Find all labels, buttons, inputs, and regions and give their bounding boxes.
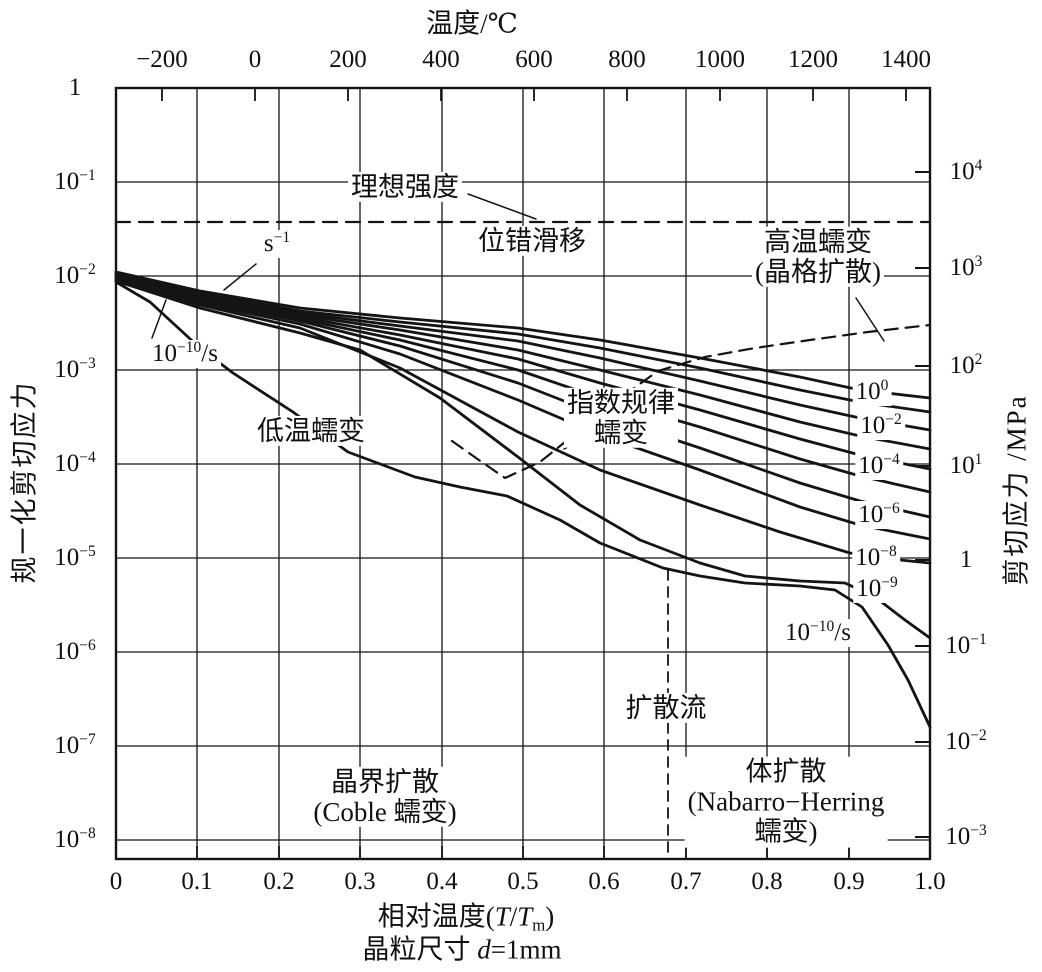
bottom-tick-label: 0.8 (751, 868, 783, 895)
contour-label: 10−6 (855, 500, 903, 529)
right-axis-title: 剪切应力 /MPa (1001, 394, 1032, 586)
left-tick-label: 10−5 (54, 543, 96, 571)
leader-ideal-strength (467, 193, 537, 220)
bottom-axis-title: 相对温度(T/Tm) (377, 901, 555, 935)
left-tick-label: 10−6 (54, 637, 96, 665)
bottom-tick-label: 0.2 (263, 868, 295, 895)
top-tick-label: 0 (248, 46, 262, 73)
contour-label: 10−9 (853, 574, 901, 603)
contour-10-6s (114, 276, 932, 519)
left-tick-label: 10−3 (54, 355, 96, 383)
grain-size-caption: 晶粒尺寸 d=1mm (362, 934, 562, 965)
top-tick-label: −200 (136, 46, 188, 73)
bottom-tick-label: 0.9 (833, 868, 865, 895)
right-tick-label: 103 (949, 253, 983, 281)
top-tick-label: 600 (515, 46, 553, 73)
contour-label: 10−8 (852, 543, 900, 572)
region-diffusional-flow: 扩散流 (622, 692, 710, 724)
bottom-tick-label: 0.4 (426, 868, 458, 895)
contour-label: 10−2 (857, 411, 905, 440)
top-tick-label: 1200 (788, 46, 838, 73)
bottom-tick-label: 0.3 (344, 868, 376, 895)
contour-10-10s (114, 280, 932, 729)
left-tick-label: 10−2 (54, 261, 96, 289)
left-tick-label: 1 (68, 74, 82, 101)
top-tick-label: 400 (422, 46, 460, 73)
contour-10-7s (114, 277, 932, 541)
contour-10-4s (114, 274, 932, 471)
contour-10-2s (114, 272, 932, 432)
right-tick-label: 10−1 (945, 631, 987, 659)
top-tick-label: 800 (608, 46, 646, 73)
region-power-law-creep: 指数规律 蠕变 (564, 387, 678, 449)
contour-10-1s (114, 271, 932, 414)
region-coble-creep: 晶界扩散 (Coble 蠕变) (310, 766, 460, 828)
bottom-tick-label: 0.1 (181, 868, 213, 895)
top-axis-title: 温度/℃ (426, 8, 518, 39)
right-tick-label: 102 (949, 351, 983, 379)
right-tick-label: 10−2 (945, 727, 987, 755)
bottom-tick-label: 0.5 (507, 868, 539, 895)
left-tick-label: 10−4 (54, 449, 96, 477)
contour-label: s−1 (260, 229, 294, 258)
contour-100s (114, 270, 932, 400)
left-axis-title: 规一化剪切应力 (9, 380, 40, 584)
region-dislocation-glide: 位错滑移 (475, 225, 589, 257)
region-high-temp-creep: 高温蠕变 (晶格扩散) (752, 226, 884, 288)
leader-s-1 (223, 263, 257, 291)
top-tick-label: 1000 (695, 46, 745, 73)
contour-label: 100 (852, 377, 892, 406)
region-nabarro-herring: 体扩散 (Nabarro−Herring 蠕变) (684, 756, 888, 848)
top-tick-label: 200 (329, 46, 367, 73)
contour-10-3s (114, 273, 932, 451)
left-tick-label: 10−8 (54, 825, 96, 853)
bottom-tick-label: 1.0 (914, 868, 946, 895)
contour-10-5s (114, 275, 932, 494)
region-ideal-strength: 理想强度 (348, 171, 462, 203)
right-tick-label: 1 (959, 546, 973, 573)
contour-label: 10−4 (855, 451, 903, 480)
bottom-tick-label: 0.6 (588, 868, 620, 895)
left-tick-label: 10−7 (54, 731, 96, 759)
leader-lattice-diffusion (855, 297, 885, 342)
region-low-temp-creep: 低温蠕变 (254, 415, 368, 447)
top-tick-label: 1400 (881, 46, 931, 73)
left-tick-label: 10−1 (54, 167, 96, 195)
bottom-tick-label: 0 (109, 868, 123, 895)
right-tick-label: 104 (949, 157, 983, 185)
contour-label: 10−10/s (782, 618, 854, 647)
bottom-tick-label: 0.7 (670, 868, 702, 895)
leader-10-10-left (151, 299, 167, 339)
right-tick-label: 101 (949, 451, 983, 479)
right-tick-label: 10−3 (945, 822, 987, 850)
contour-label: 10−10/s (149, 339, 221, 368)
